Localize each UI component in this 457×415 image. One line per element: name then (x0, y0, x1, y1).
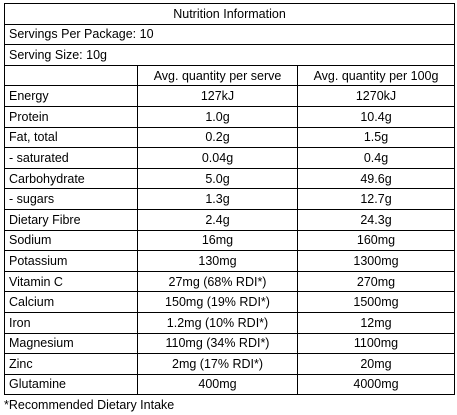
nutrient-value: 160mg (296, 229, 456, 252)
nutrient-value: 1270kJ (296, 85, 456, 107)
nutrient-name: Vitamin C (4, 270, 138, 293)
nutrient-value: 110mg (34% RDI*) (137, 332, 298, 355)
nutrient-name: Glutamine (4, 373, 138, 396)
nutrient-value: 1100mg (296, 332, 456, 355)
nutrient-name: Calcium (4, 291, 138, 313)
nutrient-value: 0.2g (137, 126, 298, 149)
nutrient-row: Glutamine 400mg 4000mg (4, 373, 456, 396)
nutrient-row: Fat, total 0.2g 1.5g (4, 126, 456, 149)
nutrient-row: Magnesium 110mg (34% RDI*) 1100mg (4, 332, 456, 355)
blank-header (4, 64, 138, 87)
title-row: Nutrition Information (3, 3, 456, 25)
nutrient-row: Carbohydrate 5.0g 49.6g (4, 167, 456, 190)
header-row: Avg. quantity per serve Avg. quantity per… (4, 64, 456, 87)
nutrient-value: 1.0g (137, 105, 298, 128)
nutrient-name: Fat, total (4, 126, 138, 149)
nutrient-row: - sugars 1.3g 12.7g (4, 188, 456, 210)
nutrient-value: 12.7g (296, 188, 456, 210)
nutrient-row: Calcium 150mg (19% RDI*) 1500mg (4, 291, 456, 313)
nutrient-value: 4000mg (296, 373, 456, 396)
column-header: Avg. quantity per 100g (296, 64, 456, 87)
nutrient-row: Energy 127kJ 1270kJ (4, 85, 456, 107)
nutrient-row: Vitamin C 27mg (68% RDI*) 270mg (4, 270, 456, 293)
nutrient-value: 127kJ (137, 85, 298, 107)
nutrient-value: 49.6g (296, 167, 456, 190)
nutrient-value: 0.04g (137, 147, 298, 169)
nutrient-value: 400mg (137, 373, 298, 396)
nutrient-value: 12mg (296, 311, 456, 334)
nutrient-value: 27mg (68% RDI*) (137, 270, 298, 293)
nutrient-row: Protein 1.0g 10.4g (4, 105, 456, 128)
nutrient-value: 270mg (296, 270, 456, 293)
nutrient-value: 2mg (17% RDI*) (137, 353, 298, 375)
serving-size: Serving Size: 10g (3, 44, 456, 66)
nutrient-name: Sodium (4, 229, 138, 252)
title: Nutrition Information (3, 3, 456, 25)
nutrient-value: 5.0g (137, 167, 298, 190)
nutrient-row: Dietary Fibre 2.4g 24.3g (4, 208, 456, 231)
nutrient-name: Magnesium (4, 332, 138, 355)
nutrient-value: 1500mg (296, 291, 456, 313)
nutrient-value: 2.4g (137, 208, 298, 231)
nutrient-value: 150mg (19% RDI*) (137, 291, 298, 313)
footnote: *Recommended Dietary Intake (4, 398, 175, 412)
nutrient-name: - saturated (4, 147, 138, 169)
nutrient-value: 1.2mg (10% RDI*) (137, 311, 298, 334)
nutrient-value: 24.3g (296, 208, 456, 231)
nutrient-row: Iron 1.2mg (10% RDI*) 12mg (4, 311, 456, 334)
nutrient-row: Potassium 130mg 1300mg (4, 250, 456, 272)
nutrient-name: Energy (4, 85, 138, 107)
column-header: Avg. quantity per serve (137, 64, 298, 87)
nutrient-value: 1.5g (296, 126, 456, 149)
nutrient-value: 16mg (137, 229, 298, 252)
nutrient-value: 0.4g (296, 147, 456, 169)
nutrient-name: Iron (4, 311, 138, 334)
nutrient-name: Protein (4, 105, 138, 128)
nutrient-row: Zinc 2mg (17% RDI*) 20mg (4, 353, 456, 375)
nutrient-name: Potassium (4, 250, 138, 272)
servings-per-package: Servings Per Package: 10 (3, 23, 456, 46)
nutrient-name: - sugars (4, 188, 138, 210)
nutrient-value: 1.3g (137, 188, 298, 210)
nutrition-table: Nutrition Information Servings Per Packa… (3, 3, 456, 396)
nutrient-name: Zinc (4, 353, 138, 375)
nutrient-value: 20mg (296, 353, 456, 375)
nutrient-row: Sodium 16mg 160mg (4, 229, 456, 252)
nutrient-name: Dietary Fibre (4, 208, 138, 231)
serving-size-row: Serving Size: 10g (3, 44, 456, 66)
nutrient-row: - saturated 0.04g 0.4g (4, 147, 456, 169)
servings-row: Servings Per Package: 10 (3, 23, 456, 46)
nutrient-value: 10.4g (296, 105, 456, 128)
nutrient-name: Carbohydrate (4, 167, 138, 190)
nutrient-value: 130mg (137, 250, 298, 272)
nutrient-value: 1300mg (296, 250, 456, 272)
